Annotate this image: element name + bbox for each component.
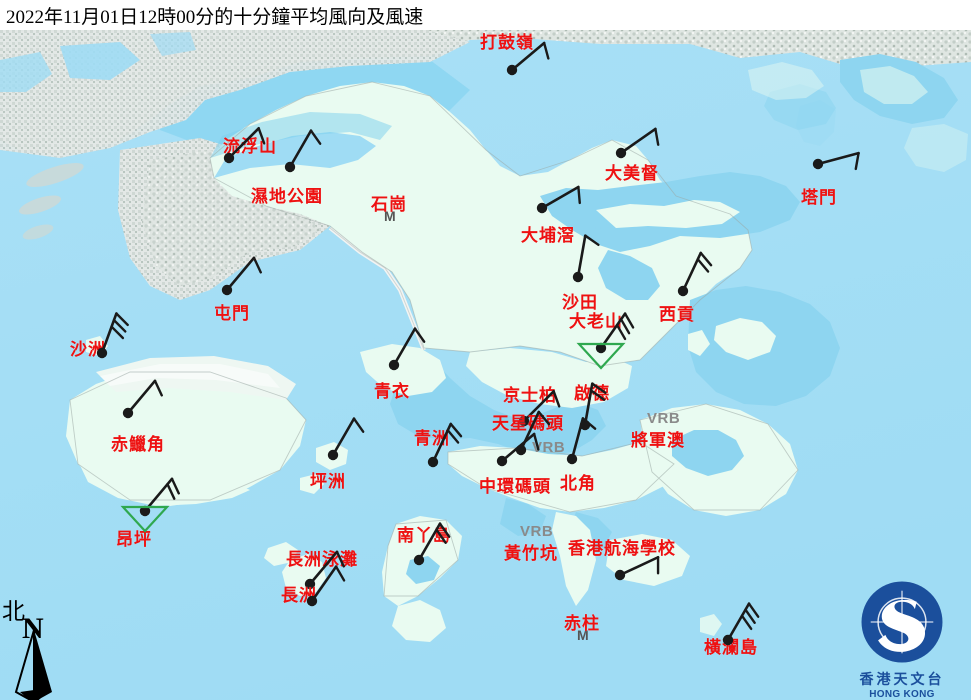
wind-barb-staff	[221, 256, 262, 296]
calm-wind-marker: M	[577, 627, 589, 643]
wind-barb-staff	[677, 251, 713, 297]
wind-barb-none	[496, 432, 540, 467]
wind-barb-staff	[722, 602, 760, 646]
wind-barb-staff	[223, 127, 266, 164]
variable-wind-label: VRB	[532, 439, 566, 456]
station-name-label: 西貢	[659, 305, 695, 324]
wind-barb-staff	[518, 390, 561, 427]
wind-barb-staff	[615, 127, 660, 159]
station-name-label: 將軍澳	[631, 431, 685, 450]
wind-barb-staff	[306, 565, 346, 607]
station-name-label: 黃竹坑	[504, 544, 558, 563]
wind-barb-staff	[427, 422, 463, 468]
wind-barb-staff	[614, 555, 660, 581]
station-name-label: 大老山	[569, 312, 623, 331]
wind-barb-staff	[812, 151, 860, 171]
variable-wind-label: VRB	[520, 523, 554, 540]
wind-barb-none	[329, 146, 449, 266]
station-name-label: 赤柱	[564, 614, 600, 633]
station-name-label: 青衣	[374, 382, 410, 401]
wind-barb-staff	[572, 234, 600, 283]
station-name-label: 京士柏	[503, 386, 557, 405]
calm-wind-marker: M	[384, 208, 396, 224]
compass-north-zh: 北	[2, 599, 25, 624]
station-name-label: 石崗	[371, 195, 407, 214]
compass-north-en: N	[22, 612, 44, 645]
wind-barb-staff	[388, 327, 426, 371]
station-name-label: 打鼓嶺	[480, 33, 534, 52]
station-name-label: 坪洲	[310, 472, 346, 491]
station-name-label: 大埔滘	[521, 226, 575, 245]
station-name-label: 赤鱲角	[111, 435, 165, 454]
hko-emblem-icon	[861, 581, 943, 663]
gale-signal-marker	[120, 505, 170, 533]
wind-barb-staff	[413, 522, 451, 566]
gale-signal-marker	[576, 342, 626, 370]
wind-barb-staff	[122, 379, 163, 419]
wind-barb-staff	[120, 477, 180, 533]
station-name-label: 香港航海學校	[568, 539, 676, 558]
station-name-label: 昂坪	[116, 530, 152, 549]
station-name-label: 青洲	[414, 429, 450, 448]
station-name-label: 濕地公園	[251, 187, 323, 206]
wind-barb-staff	[327, 417, 365, 461]
wind-barb-staff	[566, 417, 597, 465]
variable-wind-label: VRB	[647, 410, 681, 427]
hko-logo-zh: 香港天文台	[859, 673, 945, 688]
station-name-label: 沙洲	[70, 340, 106, 359]
hko-logo: 香港天文台 HONG KONG OBSERVATORY	[836, 576, 968, 700]
station-name-label: 沙田	[562, 293, 598, 312]
station-name-label: 橫瀾島	[704, 638, 758, 657]
station-name-label: 大美督	[605, 164, 659, 183]
north-arrow-icon	[14, 630, 52, 700]
page-title: 2022年11月01日12時00分的十分鐘平均風向及風速	[6, 7, 424, 28]
station-name-label: 中環碼頭	[479, 477, 551, 496]
wind-barb-none	[522, 565, 642, 685]
station-name-label: 塔門	[801, 188, 837, 207]
wind-barb-staff	[536, 185, 581, 214]
station-name-label: 北角	[560, 474, 596, 493]
station-name-label: 屯門	[214, 304, 250, 323]
hko-logo-en: HONG KONG OBSERVATORY	[869, 689, 935, 700]
wind-barb-staff	[96, 312, 129, 359]
wind-barb-staff	[506, 41, 550, 76]
wind-barb-staff	[304, 550, 345, 590]
wind-barb-staff	[576, 312, 635, 370]
wind-barb-staff	[284, 129, 322, 173]
title-bar: 2022年11月01日12時00分的十分鐘平均風向及風速	[0, 0, 971, 30]
